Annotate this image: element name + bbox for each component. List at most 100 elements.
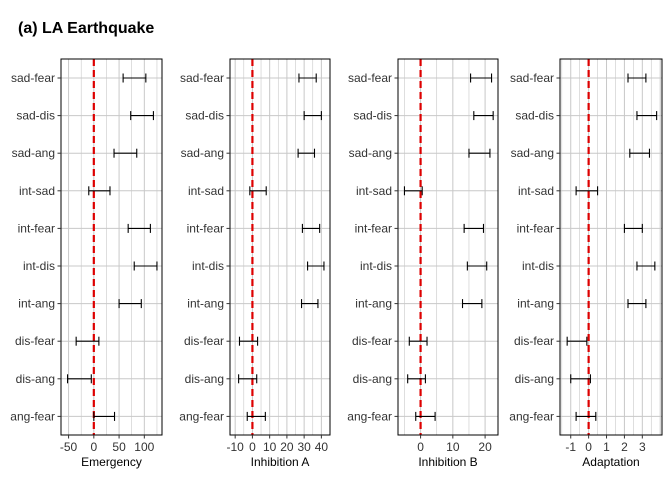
- errorbar-dis-fear: [75, 336, 100, 346]
- errorbar-dis-ang: [67, 374, 92, 384]
- errorbar-int-fear: [463, 223, 485, 233]
- x-axis-title: Adaptation: [582, 455, 639, 469]
- errorbar-dis-fear: [408, 336, 428, 346]
- x-tick-label: 20: [280, 440, 294, 454]
- errorbar-int-fear: [301, 223, 321, 233]
- x-tick-label: 20: [478, 440, 492, 454]
- x-tick-label: 100: [134, 440, 154, 454]
- errorbar-int-dis: [307, 261, 325, 271]
- figure-title: (a) LA Earthquake: [18, 20, 154, 37]
- x-tick-label: 0: [417, 440, 424, 454]
- errorbar-int-fear: [623, 223, 643, 233]
- panel-inhibition-b: sad-fear sad-dis sad-ang int-sad int-fear int…: [347, 58, 499, 469]
- panel-background: [398, 59, 498, 435]
- y-tick-label-int-fear: int-fear: [18, 221, 55, 235]
- errorbar-int-sad: [575, 186, 599, 196]
- panel-inhibition-a: sad-fear sad-dis sad-ang int-sad int-fear int…: [179, 58, 331, 469]
- errorbar-sad-fear: [627, 73, 647, 83]
- y-tick-label-int-ang: int-ang: [355, 297, 392, 311]
- y-tick-label-dis-ang: dis-ang: [353, 372, 392, 386]
- x-tick-label: 50: [112, 440, 126, 454]
- panel-adaptation: sad-fear sad-dis sad-ang int-sad int-fear int…: [509, 58, 663, 469]
- y-tick-label-int-fear: int-fear: [517, 221, 554, 235]
- y-tick-label-sad-fear: sad-fear: [348, 71, 392, 85]
- y-tick-label-sad-dis: sad-dis: [515, 109, 554, 123]
- errorbar-int-fear: [127, 223, 151, 233]
- y-tick-label-int-sad: int-sad: [19, 184, 55, 198]
- y-tick-label-dis-fear: dis-fear: [184, 334, 224, 348]
- errorbar-int-ang: [627, 299, 647, 309]
- panel-background: [230, 59, 330, 435]
- y-tick-label-sad-dis: sad-dis: [16, 109, 55, 123]
- y-tick-label-int-fear: int-fear: [355, 221, 392, 235]
- y-tick-label-dis-ang: dis-ang: [185, 372, 224, 386]
- x-tick-label: 10: [263, 440, 277, 454]
- errorbar-sad-dis: [636, 111, 658, 121]
- errorbar-sad-fear: [122, 73, 147, 83]
- y-tick-label-sad-dis: sad-dis: [185, 109, 224, 123]
- errorbar-dis-ang: [570, 374, 591, 384]
- y-tick-label-sad-fear: sad-fear: [510, 71, 554, 85]
- x-tick-label: 0: [249, 440, 256, 454]
- x-tick-label: 2: [621, 440, 628, 454]
- errorbar-sad-fear: [298, 73, 317, 83]
- errorbar-ang-fear: [93, 411, 116, 421]
- y-tick-label-dis-fear: dis-fear: [514, 334, 554, 348]
- errorbar-ang-fear: [415, 411, 436, 421]
- y-tick-label-ang-fear: ang-fear: [509, 409, 554, 423]
- x-tick-label: 30: [297, 440, 311, 454]
- errorbar-ang-fear: [575, 411, 597, 421]
- y-tick-label-sad-ang: sad-ang: [349, 146, 392, 160]
- errorbar-sad-dis: [130, 111, 154, 121]
- errorbar-int-sad: [88, 186, 111, 196]
- x-axis-title: Inhibition A: [251, 455, 310, 469]
- panel-border: [60, 58, 163, 436]
- y-tick-label-int-dis: int-dis: [192, 259, 224, 273]
- x-tick-label: 0: [90, 440, 97, 454]
- y-tick-label-dis-ang: dis-ang: [515, 372, 554, 386]
- y-tick-label-int-dis: int-dis: [23, 259, 55, 273]
- y-tick-label-int-dis: int-dis: [360, 259, 392, 273]
- panel-background: [560, 59, 662, 435]
- y-tick-label-sad-fear: sad-fear: [11, 71, 55, 85]
- x-axis-title: Emergency: [81, 455, 142, 469]
- errorbar-int-dis: [133, 261, 158, 271]
- y-tick-label-sad-dis: sad-dis: [353, 109, 392, 123]
- y-tick-label-int-ang: int-ang: [187, 297, 224, 311]
- errorbar-sad-fear: [470, 73, 493, 83]
- errorbar-int-sad: [249, 186, 267, 196]
- panel-border: [397, 58, 499, 436]
- errorbar-dis-fear: [566, 336, 588, 346]
- x-tick-label: -10: [227, 440, 245, 454]
- errorbar-dis-ang: [407, 374, 426, 384]
- errorbar-dis-ang: [238, 374, 258, 384]
- y-tick-label-ang-fear: ang-fear: [347, 409, 392, 423]
- y-tick-label-sad-ang: sad-ang: [12, 146, 55, 160]
- y-tick-label-ang-fear: ang-fear: [10, 409, 55, 423]
- x-tick-label: 0: [585, 440, 592, 454]
- errorbar-int-dis: [636, 261, 656, 271]
- errorbar-sad-ang: [468, 148, 491, 158]
- y-tick-label-int-sad: int-sad: [188, 184, 224, 198]
- x-tick-label: 10: [446, 440, 460, 454]
- y-tick-label-sad-ang: sad-ang: [181, 146, 224, 160]
- y-tick-label-int-ang: int-ang: [18, 297, 55, 311]
- y-tick-label-dis-fear: dis-fear: [15, 334, 55, 348]
- y-tick-label-dis-fear: dis-fear: [352, 334, 392, 348]
- errorbar-int-ang: [461, 299, 483, 309]
- x-axis-title: Inhibition B: [418, 455, 477, 469]
- errorbar-int-ang: [301, 299, 319, 309]
- y-tick-label-int-sad: int-sad: [356, 184, 392, 198]
- errorbar-int-ang: [118, 299, 142, 309]
- x-tick-label: -50: [60, 440, 78, 454]
- y-tick-label-int-dis: int-dis: [522, 259, 554, 273]
- panel-border: [559, 58, 663, 436]
- panel-emergency: sad-fear sad-dis sad-ang int-sad int-fear int…: [10, 58, 163, 469]
- y-tick-label-int-fear: int-fear: [187, 221, 224, 235]
- errorbar-dis-fear: [238, 336, 259, 346]
- x-tick-label: 3: [639, 440, 646, 454]
- panel-background: [61, 59, 162, 435]
- errorbar-sad-ang: [113, 148, 138, 158]
- errorbar-sad-ang: [297, 148, 316, 158]
